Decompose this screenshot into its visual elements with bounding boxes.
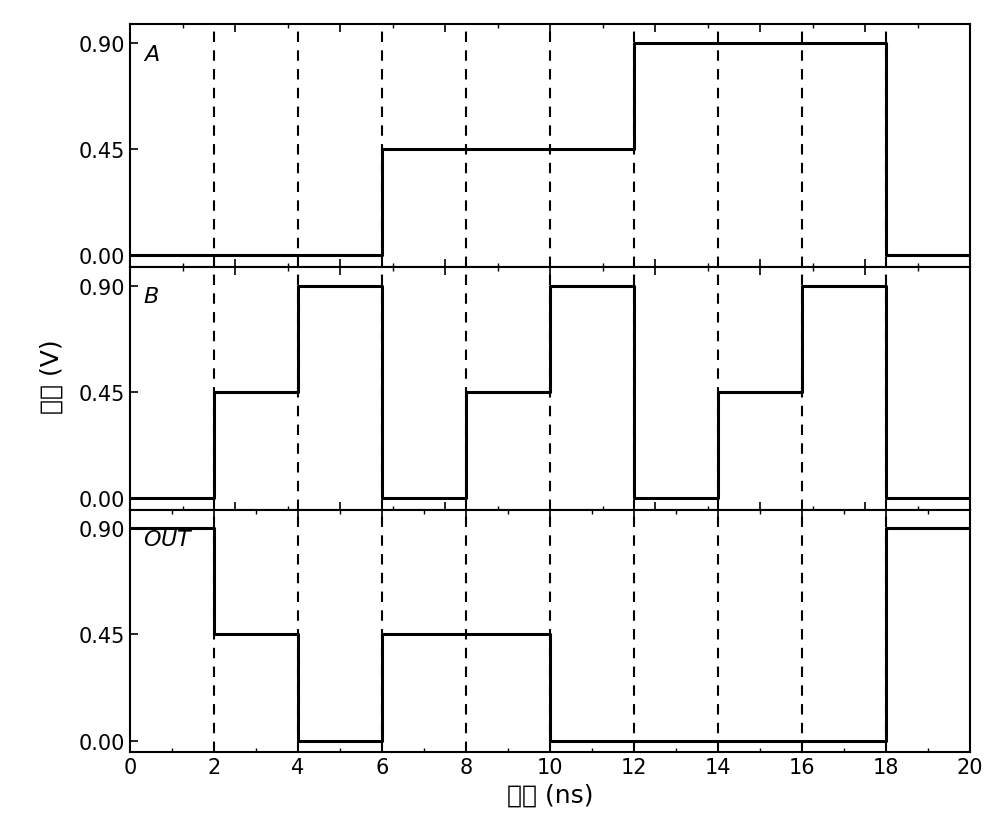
- Text: 电压 (V): 电压 (V): [40, 339, 64, 414]
- Text: $\mathit{B}$: $\mathit{B}$: [143, 287, 159, 307]
- X-axis label: 时间 (ns): 时间 (ns): [507, 782, 593, 807]
- Text: $\mathit{OUT}$: $\mathit{OUT}$: [143, 529, 193, 549]
- Text: $\mathit{A}$: $\mathit{A}$: [143, 44, 159, 64]
